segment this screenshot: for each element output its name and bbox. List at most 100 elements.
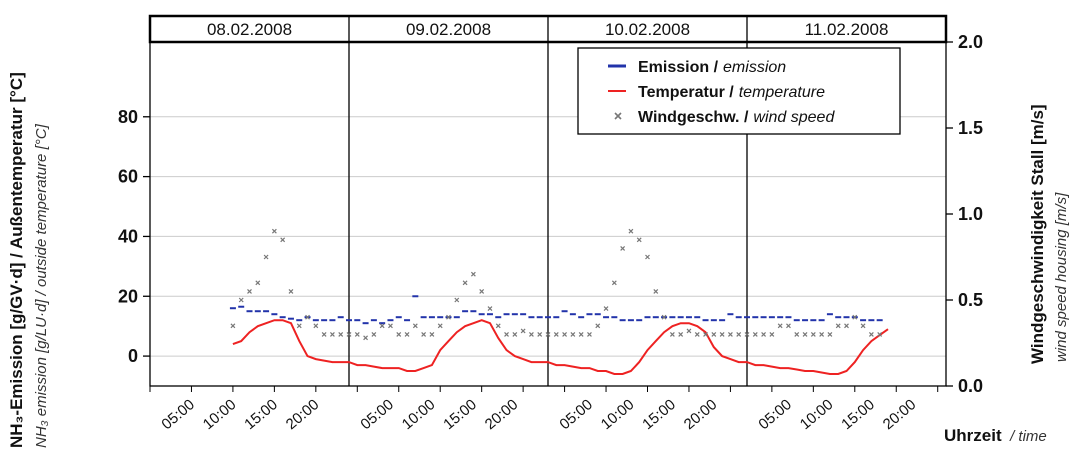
wind-speed-point (752, 331, 758, 337)
wind-speed-point (645, 254, 650, 260)
wind-speed-point (852, 314, 858, 320)
wind-speed-point (354, 331, 360, 337)
x-axis-title-bold: Uhrzeit (944, 426, 1002, 445)
wind-speed-point (877, 331, 883, 337)
date-label: 11.02.2008 (805, 20, 889, 39)
wind-speed-point (421, 331, 427, 337)
wind-speed-point (669, 331, 675, 337)
wind-speed-point (810, 331, 816, 337)
wind-speed-point (305, 314, 310, 320)
wind-speed-point (736, 331, 742, 337)
wind-speed-point (844, 323, 849, 329)
legend-marker (614, 112, 622, 120)
wind-speed-point (280, 237, 286, 243)
date-label: 10.02.2008 (605, 20, 690, 39)
x-tick-label: 10:00 (399, 396, 439, 433)
wind-speed-point (479, 288, 485, 294)
wind-speed-point (703, 331, 708, 337)
x-tick-label: 15:00 (241, 396, 281, 433)
data-marks (229, 228, 889, 375)
wind-speed-series (230, 228, 883, 341)
wind-speed-point (570, 331, 576, 337)
wind-speed-point (396, 331, 402, 337)
wind-speed-point (868, 331, 874, 337)
legend-label-italic: temperature (739, 84, 825, 101)
wind-speed-point (313, 323, 319, 329)
wind-speed-point (454, 297, 460, 303)
x-tick-label: 10:00 (598, 396, 638, 433)
date-label: 09.02.2008 (406, 20, 491, 39)
wind-speed-point (578, 331, 584, 337)
y-right-tick-label: 0.5 (958, 290, 983, 310)
wind-speed-point (711, 331, 717, 337)
wind-speed-point (678, 331, 684, 337)
wind-speed-point (446, 314, 451, 320)
x-tick-label: 20:00 (880, 396, 920, 433)
x-tick-label: 20:00 (283, 396, 323, 433)
x-tick-label: 05:00 (357, 396, 397, 433)
wind-speed-point (255, 280, 261, 286)
x-tick-label: 05:00 (158, 396, 198, 433)
x-tick-label: 05:00 (556, 396, 596, 433)
wind-speed-point (611, 280, 617, 286)
wind-speed-point (470, 271, 476, 277)
wind-speed-point (520, 328, 526, 334)
y-left-tick-label: 80 (118, 107, 138, 127)
y-right-tick-label: 2.0 (958, 32, 983, 52)
legend-label-bold: Emission / (638, 59, 719, 76)
wind-speed-point (537, 331, 543, 337)
legend-box (577, 47, 901, 135)
wind-speed-point (786, 323, 791, 329)
wind-speed-point (694, 331, 700, 337)
legend-label-italic: wind speed (753, 109, 835, 126)
wind-speed-point (504, 331, 509, 337)
wind-speed-point (719, 331, 725, 337)
wind-speed-point (636, 237, 642, 243)
x-tick-label: 20:00 (482, 396, 522, 433)
temperature-line (232, 319, 889, 375)
wind-speed-point (628, 228, 634, 234)
legend-label-bold: Windgeschw. / (638, 109, 749, 126)
wind-speed-point (562, 331, 568, 337)
wind-speed-point (346, 331, 352, 337)
wind-speed-point (263, 254, 269, 260)
y-left-title-italic: NH₃ emission [g/LU·d] / outside temperat… (33, 123, 50, 448)
wind-speed-point (404, 331, 410, 337)
legend-label: Windgeschw. / wind speed (638, 109, 835, 126)
wind-speed-point (587, 331, 592, 337)
y-right-tick-label: 0.0 (958, 376, 983, 396)
x-axis-title-italic: / time (1009, 428, 1047, 445)
legend-label-italic: emission (723, 59, 786, 76)
wind-speed-point (528, 331, 534, 337)
date-label: 08.02.2008 (207, 20, 292, 39)
wind-speed-point (296, 323, 302, 329)
y-right-tick-label: 1.0 (958, 204, 983, 224)
wind-speed-point (429, 331, 435, 337)
wind-speed-point (794, 331, 800, 337)
wind-speed-point (288, 288, 294, 294)
wind-speed-point (512, 331, 518, 337)
x-tick-label: 15:00 (639, 396, 679, 433)
wind-speed-point (238, 297, 244, 303)
wind-speed-point (686, 328, 692, 334)
x-tick-label: 15:00 (838, 396, 878, 433)
y-left-tick-label: 60 (118, 167, 138, 187)
wind-speed-point (620, 245, 626, 251)
wind-speed-point (827, 331, 833, 337)
wind-speed-point (321, 331, 327, 337)
legend-label: Emission / emission (638, 59, 786, 76)
wind-speed-point (338, 331, 344, 337)
y-ticks: 0 20 40 60 80 0.0 0.5 1.0 1.5 2.0 (118, 32, 983, 396)
wind-speed-point (371, 331, 377, 337)
wind-speed-point (661, 314, 667, 320)
y-right-title: Windgeschwindigkeit Stall [m/s] (1028, 104, 1047, 364)
x-tick-label: 10:00 (200, 396, 240, 433)
wind-speed-point (271, 228, 277, 234)
wind-speed-point (379, 323, 385, 329)
x-tick-label: 20:00 (681, 396, 721, 433)
legend-label-bold: Temperatur / (638, 84, 734, 101)
wind-speed-point (247, 288, 252, 294)
y-left-title: NH₃-Emission [g/GV·d] / Außentemperatur … (7, 72, 26, 448)
y-right-title-italic: wind speed housing [m/s] (1053, 192, 1070, 362)
wind-speed-point (860, 323, 866, 329)
